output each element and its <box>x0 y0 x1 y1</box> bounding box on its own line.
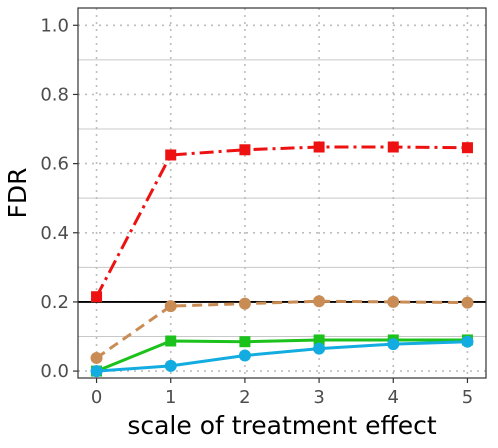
series-3 <box>90 335 474 378</box>
series-line <box>95 338 468 373</box>
series-1 <box>90 295 474 364</box>
data-point <box>90 365 103 378</box>
y-tick-label: 1.0 <box>40 15 69 36</box>
tick-labels: 0.0 0.2 0.4 0.6 0.8 1.0 0 1 2 3 4 5 <box>40 15 473 408</box>
data-point <box>313 342 326 355</box>
data-point <box>313 295 326 308</box>
data-point <box>164 359 177 372</box>
x-tick-label: 1 <box>165 387 176 408</box>
data-point <box>387 338 400 351</box>
x-tick-label: 0 <box>91 387 102 408</box>
minor-gridlines <box>78 59 486 338</box>
major-gridlines <box>78 8 486 378</box>
y-tick-label: 0.2 <box>40 292 69 313</box>
data-point <box>165 335 177 347</box>
data-point <box>165 149 177 161</box>
data-point <box>238 297 251 310</box>
y-tick-label: 0.4 <box>40 223 69 244</box>
data-point <box>387 295 400 308</box>
data-point <box>164 300 177 313</box>
series-line <box>95 299 468 360</box>
data-point <box>238 349 251 362</box>
x-tick-label: 2 <box>239 387 250 408</box>
data-point <box>239 336 251 348</box>
series-layer <box>90 141 474 378</box>
x-tick-label: 3 <box>313 387 324 408</box>
data-point <box>313 334 325 346</box>
data-point <box>461 335 474 348</box>
y-axis-title: FDR <box>3 167 32 218</box>
data-point <box>461 142 473 154</box>
series-line <box>96 340 468 373</box>
data-point <box>90 351 103 364</box>
x-tick-label: 5 <box>462 387 473 408</box>
series-line <box>95 145 468 298</box>
y-tick-label: 0.0 <box>40 361 69 382</box>
y-tick-label: 0.8 <box>40 84 69 105</box>
data-point <box>91 291 103 303</box>
plot-panel-border <box>77 7 487 379</box>
data-point <box>239 144 251 156</box>
data-point <box>461 296 474 309</box>
axis-ticks <box>73 24 469 383</box>
x-tick-label: 4 <box>388 387 399 408</box>
data-point <box>387 141 399 153</box>
series-0 <box>91 141 473 303</box>
data-point <box>313 141 325 153</box>
x-axis-title: scale of treatment effect <box>127 411 436 440</box>
y-tick-label: 0.6 <box>40 154 69 175</box>
series-2 <box>91 334 473 377</box>
